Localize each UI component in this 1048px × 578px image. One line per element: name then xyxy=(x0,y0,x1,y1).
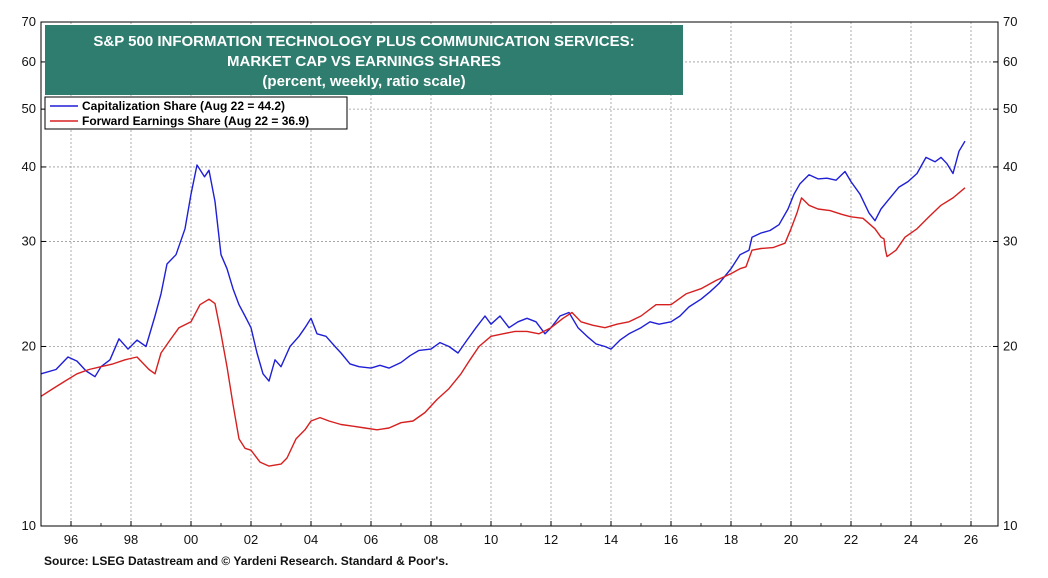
x-tick-label: 14 xyxy=(604,532,618,547)
series-line-forward-earnings-share xyxy=(40,187,966,467)
y-tick-label-left: 20 xyxy=(22,338,36,353)
x-tick-label: 96 xyxy=(64,532,78,547)
title-line-2: MARKET CAP VS EARNINGS SHARES xyxy=(227,53,501,70)
y-tick-label-left: 40 xyxy=(22,159,36,174)
x-tick-label: 10 xyxy=(484,532,498,547)
y-tick-label-right: 30 xyxy=(1003,233,1017,248)
y-tick-label-left: 30 xyxy=(22,233,36,248)
y-tick-label-left: 10 xyxy=(22,518,36,533)
y-tick-label-right: 70 xyxy=(1003,14,1017,29)
legend-label-earnings: Forward Earnings Share (Aug 22 = 36.9) xyxy=(82,114,309,128)
y-tick-label-right: 10 xyxy=(1003,518,1017,533)
x-tick-label: 06 xyxy=(364,532,378,547)
x-tick-label: 26 xyxy=(964,532,978,547)
x-tick-label: 04 xyxy=(304,532,318,547)
x-tick-label: 02 xyxy=(244,532,258,547)
x-tick-label: 12 xyxy=(544,532,558,547)
title-line-1: S&P 500 INFORMATION TECHNOLOGY PLUS COMM… xyxy=(93,33,634,50)
y-tick-label-right: 60 xyxy=(1003,54,1017,69)
title-line-3: (percent, weekly, ratio scale) xyxy=(262,73,465,90)
y-tick-label-right: 20 xyxy=(1003,338,1017,353)
y-tick-label-right: 50 xyxy=(1003,101,1017,116)
legend-box xyxy=(44,96,348,130)
series-line-capitalization-share xyxy=(40,140,966,382)
legend-label-capitalization: Capitalization Share (Aug 22 = 44.2) xyxy=(82,99,285,113)
grid xyxy=(41,22,998,526)
title-box: S&P 500 INFORMATION TECHNOLOGY PLUS COMM… xyxy=(45,25,683,95)
plot-frame xyxy=(40,21,999,527)
axes: 10 10 20 20 30 30 40 40 50 50 60 60 70 70 96 98 00 02 04 06… xyxy=(22,14,1018,547)
y-tick-label-left: 60 xyxy=(22,54,36,69)
x-tick-label: 18 xyxy=(724,532,738,547)
x-tick-label: 16 xyxy=(664,532,678,547)
source-note: Source: LSEG Datastream and © Yardeni Re… xyxy=(44,554,448,568)
series-lines xyxy=(40,140,966,467)
x-tick-label: 20 xyxy=(784,532,798,547)
x-tick-label: 98 xyxy=(124,532,138,547)
x-tick-label: 08 xyxy=(424,532,438,547)
title-background xyxy=(45,25,683,95)
x-tick-label: 24 xyxy=(904,532,918,547)
x-tick-label: 00 xyxy=(184,532,198,547)
y-tick-label-left: 70 xyxy=(22,14,36,29)
y-tick-label-left: 50 xyxy=(22,101,36,116)
legend: Capitalization Share (Aug 22 = 44.2) For… xyxy=(44,96,348,130)
x-tick-label: 22 xyxy=(844,532,858,547)
y-tick-label-right: 40 xyxy=(1003,159,1017,174)
